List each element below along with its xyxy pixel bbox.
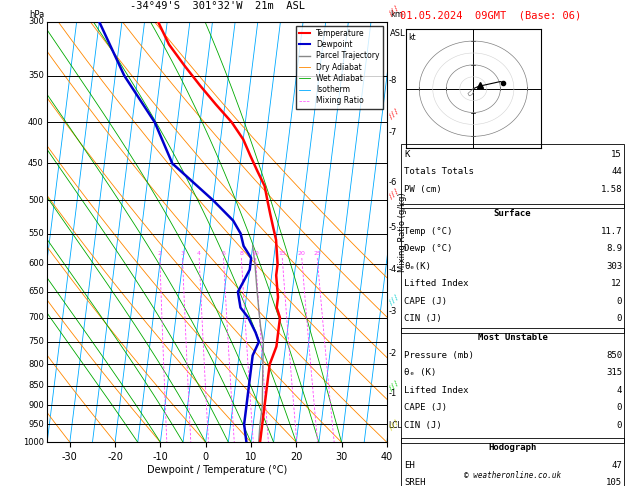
Text: 950: 950	[28, 420, 44, 429]
Text: 10: 10	[252, 251, 260, 256]
Text: 15: 15	[279, 251, 286, 256]
Text: ///: ///	[387, 379, 401, 392]
Text: 4: 4	[616, 386, 622, 395]
Text: 44: 44	[611, 167, 622, 176]
Text: CIN (J): CIN (J)	[404, 421, 442, 430]
Text: 3: 3	[181, 251, 184, 256]
Text: LCL: LCL	[389, 421, 403, 430]
Text: -5: -5	[389, 223, 397, 232]
Text: 105: 105	[606, 479, 622, 486]
Text: -1: -1	[389, 389, 397, 398]
Text: 01.05.2024  09GMT  (Base: 06): 01.05.2024 09GMT (Base: 06)	[400, 11, 581, 21]
Text: ///: ///	[387, 293, 401, 307]
Text: Lifted Index: Lifted Index	[404, 279, 469, 288]
Text: 8: 8	[240, 251, 243, 256]
Text: 12: 12	[611, 279, 622, 288]
Text: 900: 900	[28, 401, 44, 410]
Text: 550: 550	[28, 229, 44, 238]
Text: θₑ(K): θₑ(K)	[404, 261, 431, 271]
Text: ///: ///	[387, 107, 401, 120]
Text: Temp (°C): Temp (°C)	[404, 226, 453, 236]
Text: 700: 700	[28, 313, 44, 322]
Text: -2: -2	[389, 349, 397, 358]
Text: ///: ///	[387, 418, 401, 431]
Text: 0: 0	[616, 314, 622, 323]
Text: 315: 315	[606, 368, 622, 377]
Text: Pressure (mb): Pressure (mb)	[404, 351, 474, 360]
Text: km: km	[390, 10, 403, 19]
Text: 650: 650	[28, 287, 44, 296]
X-axis label: Dewpoint / Temperature (°C): Dewpoint / Temperature (°C)	[147, 465, 287, 475]
Text: 350: 350	[28, 71, 44, 80]
Text: -34°49'S  301°32'W  21m  ASL: -34°49'S 301°32'W 21m ASL	[130, 1, 304, 11]
Text: Mixing Ratio (g/kg): Mixing Ratio (g/kg)	[398, 192, 407, 272]
Text: 25: 25	[313, 251, 321, 256]
Text: 47: 47	[611, 461, 622, 470]
Text: 500: 500	[28, 196, 44, 205]
Text: -3: -3	[389, 307, 397, 316]
Text: EH: EH	[404, 461, 415, 470]
Text: 2: 2	[158, 251, 162, 256]
Text: ///: ///	[387, 3, 401, 17]
Text: θₑ (K): θₑ (K)	[404, 368, 437, 377]
Text: 0: 0	[616, 403, 622, 412]
Text: 4: 4	[197, 251, 201, 256]
Text: Dewp (°C): Dewp (°C)	[404, 244, 453, 253]
Text: 750: 750	[28, 337, 44, 347]
Text: -4: -4	[389, 265, 397, 274]
Text: Most Unstable: Most Unstable	[477, 333, 548, 342]
Text: 15: 15	[611, 150, 622, 158]
Text: kt: kt	[408, 33, 416, 42]
Text: Totals Totals: Totals Totals	[404, 167, 474, 176]
Text: 850: 850	[606, 351, 622, 360]
Text: 20: 20	[298, 251, 306, 256]
Text: 11.7: 11.7	[601, 226, 622, 236]
Text: SREH: SREH	[404, 479, 426, 486]
Text: -6: -6	[389, 178, 397, 187]
Text: 8.9: 8.9	[606, 244, 622, 253]
Text: 800: 800	[28, 360, 44, 369]
Text: 600: 600	[28, 260, 44, 268]
Text: 6: 6	[221, 251, 225, 256]
Text: ASL: ASL	[390, 29, 406, 38]
Text: 850: 850	[28, 381, 44, 390]
Text: 303: 303	[606, 261, 622, 271]
Text: CIN (J): CIN (J)	[404, 314, 442, 323]
Text: 0: 0	[616, 421, 622, 430]
Text: ///: ///	[387, 187, 401, 200]
Text: Lifted Index: Lifted Index	[404, 386, 469, 395]
Text: 0: 0	[616, 296, 622, 306]
Text: hPa: hPa	[29, 10, 44, 19]
Text: 1.58: 1.58	[601, 185, 622, 193]
Text: 1000: 1000	[23, 438, 44, 447]
Text: 450: 450	[28, 159, 44, 168]
Text: -8: -8	[389, 76, 397, 85]
Text: 300: 300	[28, 17, 44, 26]
Text: -7: -7	[389, 128, 397, 137]
Text: CAPE (J): CAPE (J)	[404, 403, 447, 412]
Text: CAPE (J): CAPE (J)	[404, 296, 447, 306]
Text: PW (cm): PW (cm)	[404, 185, 442, 193]
Text: Surface: Surface	[494, 209, 532, 218]
Text: © weatheronline.co.uk: © weatheronline.co.uk	[464, 470, 561, 480]
Legend: Temperature, Dewpoint, Parcel Trajectory, Dry Adiabat, Wet Adiabat, Isotherm, Mi: Temperature, Dewpoint, Parcel Trajectory…	[296, 26, 383, 108]
Text: 400: 400	[28, 118, 44, 127]
Text: K: K	[404, 150, 410, 158]
Text: Hodograph: Hodograph	[489, 444, 537, 452]
